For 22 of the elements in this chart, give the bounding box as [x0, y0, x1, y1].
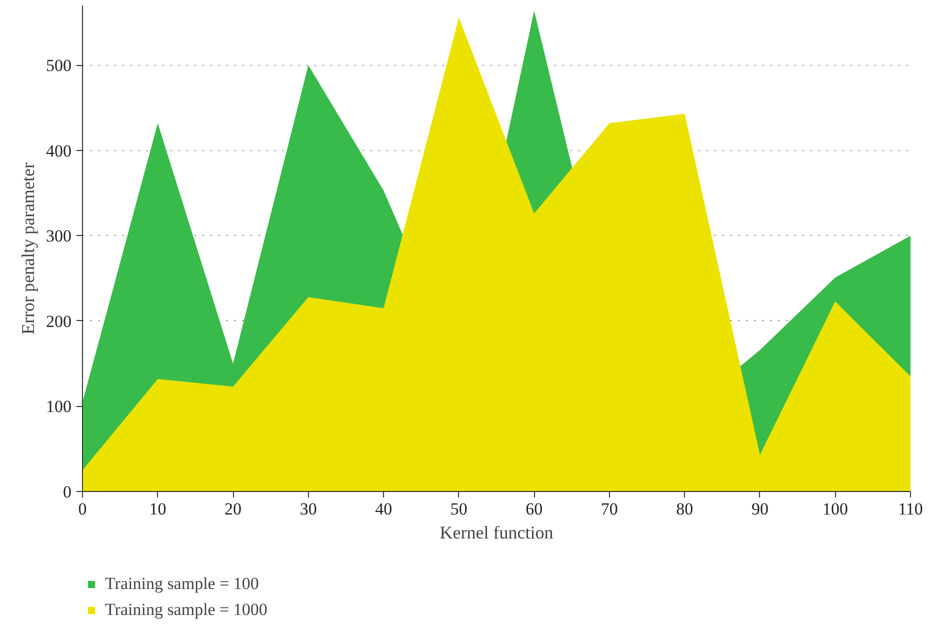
x-tick-label: 20	[224, 500, 242, 518]
y-tick-label: 200	[46, 312, 72, 331]
x-tick-label: 30	[300, 500, 317, 518]
y-tick-label: 100	[46, 397, 72, 416]
y-tick-label: 400	[46, 141, 72, 160]
x-tick-label: 10	[149, 500, 166, 518]
x-tick-label: 110	[898, 500, 923, 518]
y-tick-label: 0	[63, 482, 72, 502]
x-tick-label: 100	[822, 500, 848, 518]
y-tick-label: 300	[46, 226, 72, 246]
legend-label: Training sample = 1000	[105, 600, 268, 620]
x-tick-label: 60	[526, 500, 543, 518]
x-tick-label: 70	[600, 500, 618, 518]
x-tick-label: 90	[751, 500, 768, 518]
x-tick-label: 40	[375, 500, 392, 518]
x-tick-label: 0	[78, 500, 87, 518]
x-tick-label: 80	[676, 500, 694, 518]
x-axis-title: Kernel function	[440, 522, 554, 542]
y-tick-label: 500	[46, 56, 72, 76]
legend-label: Training sample = 100	[105, 574, 259, 594]
y-axis-title: Error penalty parameter	[18, 162, 38, 334]
x-tick-label: 50	[450, 500, 468, 518]
